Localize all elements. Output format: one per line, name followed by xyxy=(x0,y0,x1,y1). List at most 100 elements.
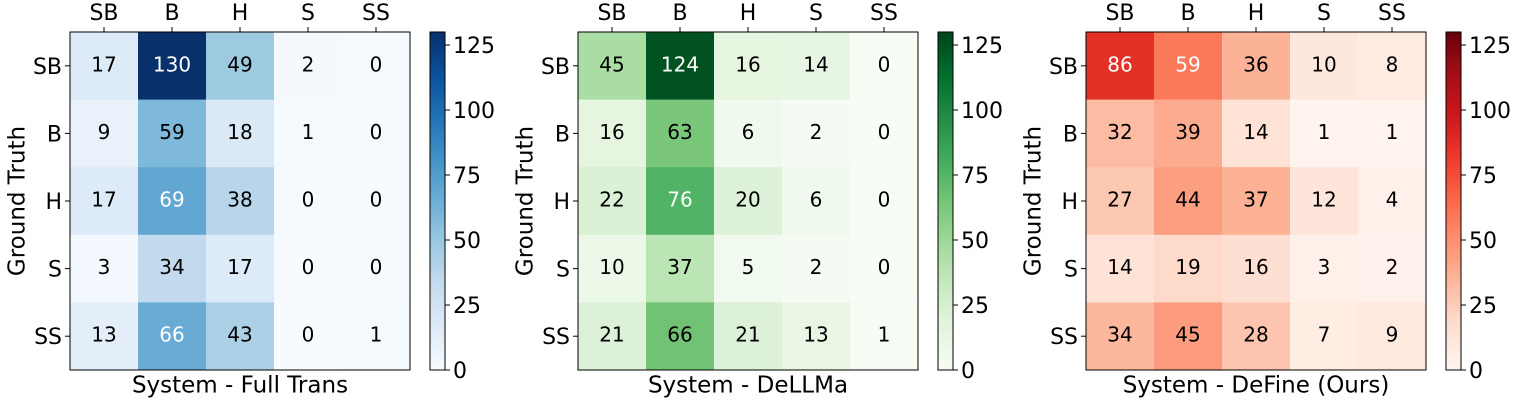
y-tick-label: SB xyxy=(1049,55,1078,80)
heatmap-cell xyxy=(70,99,139,168)
y-tick-label: SS xyxy=(542,325,570,350)
x-tick-label: H xyxy=(232,1,249,26)
heatmap-cell xyxy=(1290,167,1359,236)
cell-label: 0 xyxy=(370,188,383,212)
x-tick-label: SB xyxy=(1105,1,1134,26)
x-tick-label: H xyxy=(1248,1,1265,26)
x-tick-label: SS xyxy=(362,1,390,26)
colorbar-tick-label: 75 xyxy=(453,164,481,189)
heatmap-cell xyxy=(206,234,275,303)
cell-label: 44 xyxy=(1175,188,1200,212)
cell-label: 43 xyxy=(227,323,252,347)
heatmap-cell xyxy=(70,167,139,236)
cell-label: 0 xyxy=(370,52,383,76)
cell-label: 20 xyxy=(735,188,760,212)
colorbar xyxy=(429,31,446,371)
cell-label: 6 xyxy=(810,188,823,212)
heatmap-cell xyxy=(1222,99,1291,168)
cell-label: 9 xyxy=(1386,323,1399,347)
x-tick-label: SB xyxy=(597,1,626,26)
heatmap-cell xyxy=(646,32,715,101)
cell-label: 0 xyxy=(302,323,315,347)
heatmap-cell xyxy=(1222,302,1291,371)
cell-label: 69 xyxy=(159,188,184,212)
y-axis-label: Ground Truth xyxy=(1021,126,1047,276)
cell-label: 37 xyxy=(667,255,692,279)
heatmap-cell xyxy=(1290,302,1359,371)
heatmap-cell xyxy=(274,167,343,236)
heatmap-cell xyxy=(1154,167,1223,236)
heatmap-cell xyxy=(782,302,851,371)
colorbar-tick-label: 25 xyxy=(961,294,989,319)
cell-label: 1 xyxy=(370,323,383,347)
heatmap-cell xyxy=(206,302,275,371)
heatmap-cell xyxy=(714,32,783,101)
cell-label: 1 xyxy=(1318,120,1331,144)
x-tick-label: B xyxy=(672,1,687,26)
cell-label: 66 xyxy=(159,323,184,347)
colorbar-tick-label: 125 xyxy=(1469,34,1511,59)
heatmap-cell xyxy=(274,32,343,101)
heatmap-cell xyxy=(1290,99,1359,168)
colorbar-tick-label: 125 xyxy=(453,34,495,59)
y-tick-label: SB xyxy=(541,55,570,80)
heatmap-cell xyxy=(1222,234,1291,303)
heatmap-cell xyxy=(714,99,783,168)
colorbar-tick-label: 100 xyxy=(1469,99,1511,124)
cell-label: 3 xyxy=(98,255,111,279)
heatmap-cell xyxy=(850,234,919,303)
cell-label: 8 xyxy=(1386,52,1399,76)
y-tick-label: S xyxy=(556,258,570,283)
cell-label: 19 xyxy=(1175,255,1200,279)
heatmap-cell xyxy=(1154,99,1223,168)
heatmap-cell xyxy=(1358,99,1427,168)
cell-label: 13 xyxy=(91,323,116,347)
heatmap-cell xyxy=(138,302,207,371)
colorbar-tick-label: 75 xyxy=(961,164,989,189)
x-tick-label: S xyxy=(1317,1,1331,26)
heatmap-cell xyxy=(206,167,275,236)
heatmap-cell xyxy=(138,167,207,236)
y-tick-label: SS xyxy=(34,325,62,350)
heatmap-cell xyxy=(342,32,411,101)
cell-label: 0 xyxy=(878,255,891,279)
heatmap-cell xyxy=(714,234,783,303)
cell-label: 86 xyxy=(1107,52,1132,76)
cell-label: 1 xyxy=(302,120,315,144)
colorbar-tick-label: 100 xyxy=(961,99,1003,124)
cell-label: 7 xyxy=(1318,323,1331,347)
cell-label: 10 xyxy=(599,255,624,279)
cell-label: 10 xyxy=(1311,52,1336,76)
y-axis-label: Ground Truth xyxy=(513,126,539,276)
heatmap-cell xyxy=(1358,32,1427,101)
colorbar-tick-label: 100 xyxy=(453,99,495,124)
heatmap-cell xyxy=(138,32,207,101)
heatmap-cell xyxy=(274,99,343,168)
cell-label: 76 xyxy=(667,188,692,212)
heatmap-cell xyxy=(1086,167,1155,236)
cell-label: 16 xyxy=(599,120,624,144)
cell-label: 13 xyxy=(803,323,828,347)
cell-label: 17 xyxy=(227,255,252,279)
y-tick-label: SS xyxy=(1050,325,1078,350)
cell-label: 16 xyxy=(735,52,760,76)
heatmap-cell xyxy=(782,167,851,236)
heatmap-cell xyxy=(70,234,139,303)
colorbar-tick-label: 75 xyxy=(1469,164,1497,189)
x-tick-label: S xyxy=(809,1,823,26)
cell-label: 45 xyxy=(599,52,624,76)
colorbar-tick-label: 25 xyxy=(453,294,481,319)
heatmap-cell xyxy=(850,167,919,236)
heatmap-cell xyxy=(1358,167,1427,236)
cell-label: 1 xyxy=(878,323,891,347)
cell-label: 66 xyxy=(667,323,692,347)
cell-label: 63 xyxy=(667,120,692,144)
y-tick-label: H xyxy=(553,190,570,215)
cell-label: 0 xyxy=(370,120,383,144)
x-tick-label: SS xyxy=(870,1,898,26)
cell-label: 27 xyxy=(1107,188,1132,212)
cell-label: 17 xyxy=(91,52,116,76)
cell-label: 124 xyxy=(661,52,699,76)
cell-label: 2 xyxy=(1386,255,1399,279)
heatmap-cell xyxy=(578,99,647,168)
